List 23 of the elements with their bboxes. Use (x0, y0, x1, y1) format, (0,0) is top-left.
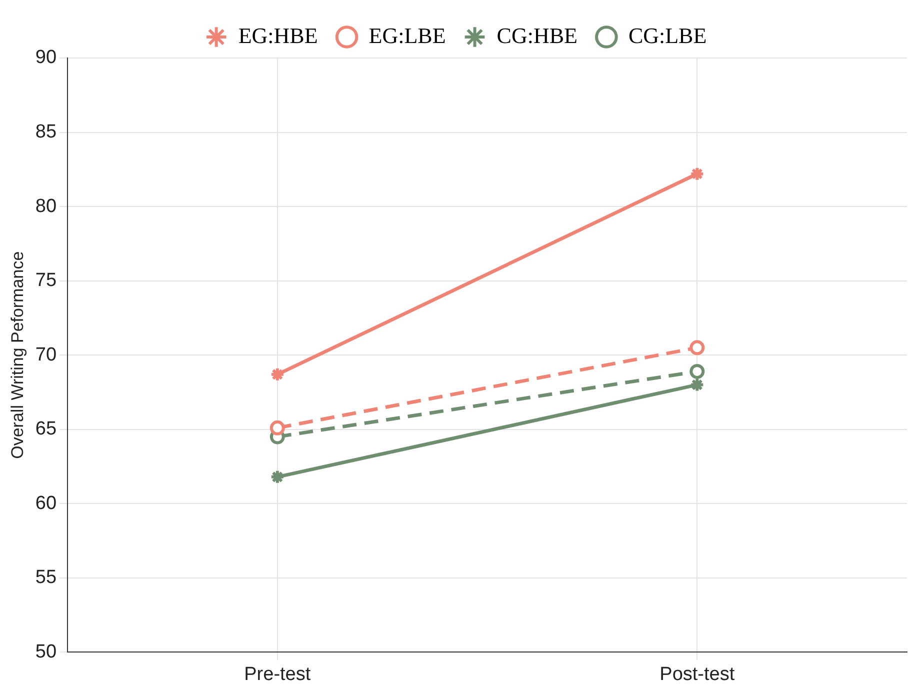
y-tick-label: 85 (35, 122, 57, 143)
y-tick-label: 75 (35, 270, 57, 292)
point (690, 340, 705, 356)
point (270, 366, 285, 382)
y-tick-label: 60 (35, 492, 57, 514)
legend-label: CG:HBE (496, 22, 578, 48)
y-axis-title: Overall Writing Peformance (8, 251, 27, 459)
point (690, 364, 705, 379)
point (270, 469, 285, 484)
point (690, 377, 705, 392)
y-tick-label: 65 (35, 418, 57, 440)
legend-label: EG:HBE (238, 22, 318, 48)
legend-label: EG:LBE (368, 22, 446, 48)
point (690, 166, 705, 182)
legend-label: CG:LBE (628, 22, 707, 48)
y-tick-label: 70 (35, 344, 57, 366)
x-tick-label: Post-test (660, 664, 736, 685)
point (270, 420, 285, 436)
y-tick-label: 80 (35, 196, 57, 217)
y-tick-label: 50 (35, 641, 57, 662)
y-tick-label: 55 (35, 567, 57, 588)
y-tick-label: 90 (35, 47, 57, 68)
x-tick-label: Pre-test (244, 664, 312, 685)
